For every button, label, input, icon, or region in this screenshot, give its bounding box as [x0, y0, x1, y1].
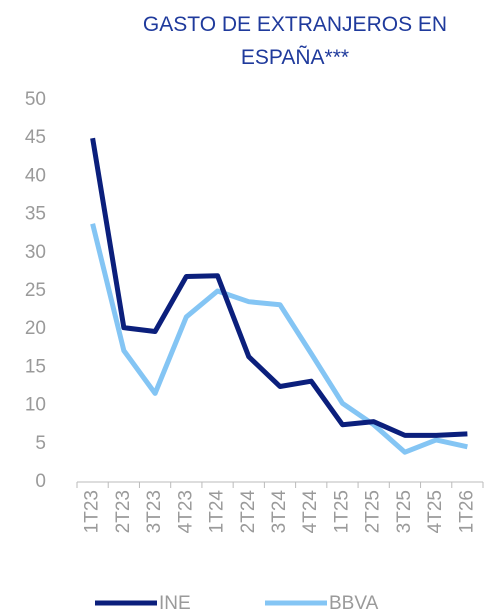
y-tick-label: 5	[35, 433, 46, 454]
legend-label: BBVA	[329, 593, 379, 614]
x-tick-label: 3T23	[144, 490, 165, 533]
y-tick-label: 30	[25, 242, 46, 263]
x-tick-label: 2T24	[238, 490, 259, 534]
x-tick-label: 1T26	[456, 490, 477, 533]
y-tick-label: 45	[25, 127, 46, 148]
x-tick-label: 3T24	[269, 490, 290, 534]
x-tick-label: 4T23	[175, 490, 196, 533]
y-tick-label: 40	[25, 165, 46, 186]
x-tick-label: 2T25	[363, 490, 384, 533]
x-tick-label: 1T23	[82, 490, 103, 533]
y-tick-label: 20	[25, 318, 46, 339]
y-tick-label: 35	[25, 204, 46, 225]
legend-label: INE	[159, 593, 191, 614]
x-tick-label: 1T24	[207, 490, 228, 534]
chart-title: GASTO DE EXTRANJEROS EN ESPAÑA***	[142, 13, 448, 69]
line-series	[90, 223, 468, 455]
x-tick-label: 1T25	[331, 490, 352, 533]
y-tick-label: 10	[25, 395, 46, 416]
x-tick-label: 4T25	[425, 490, 446, 533]
x-tick-label: 2T23	[113, 490, 134, 533]
y-tick-label: 15	[25, 356, 46, 377]
y-tick-label: 25	[25, 280, 46, 301]
x-tick-label: 4T24	[300, 490, 321, 534]
y-tick-label: 50	[25, 89, 46, 110]
y-tick-label: 0	[35, 471, 46, 492]
x-tick-label: 3T25	[394, 490, 415, 533]
line-series	[90, 137, 468, 438]
